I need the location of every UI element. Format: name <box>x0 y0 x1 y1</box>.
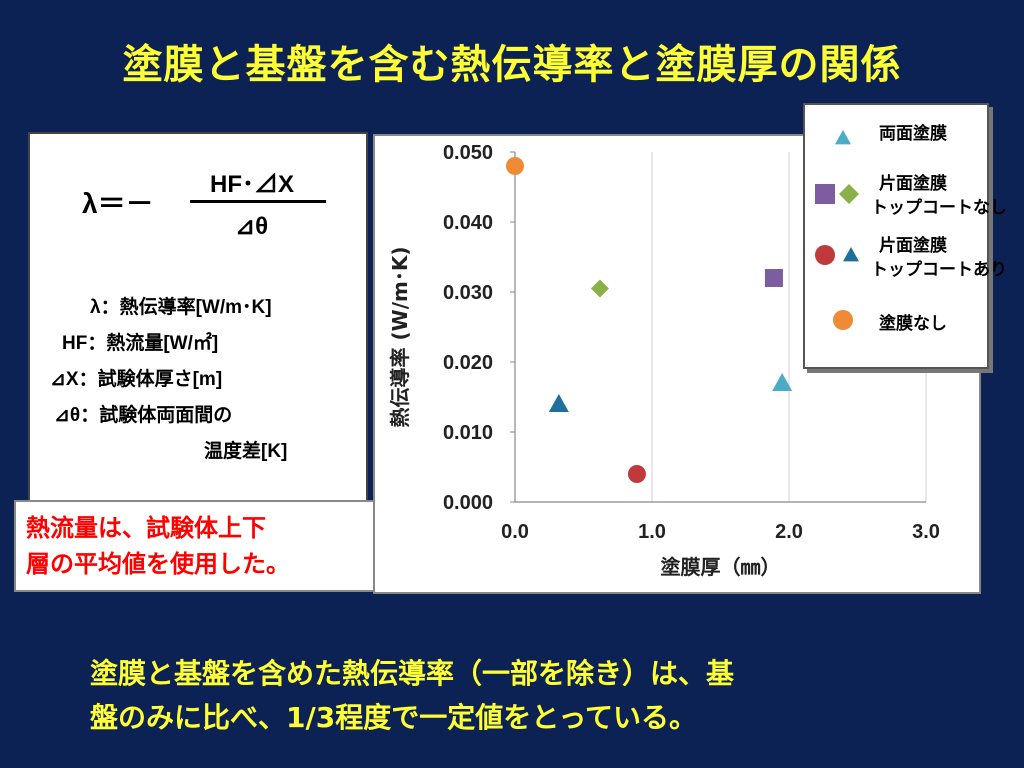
conclusion-line-1: 塗膜と基盤を含めた熱伝導率（一部を除き）は、基 <box>90 657 735 690</box>
conclusion-line-2: 盤のみに比べ、1/3程度で一定値をとっている。 <box>90 701 697 734</box>
definition-lambda: λ：熱伝導率[W/m･K] <box>90 297 272 318</box>
formula-numerator: HF･⊿X <box>210 171 294 198</box>
note-box: 熱流量は、試験体上下 層の平均値を使用した。 <box>14 500 384 592</box>
legend-label-both-coated: 両面塗膜 <box>879 124 947 144</box>
definition-dx: ⊿X：試験体厚さ[m] <box>50 369 223 390</box>
x-tick-label: 2.0 <box>775 521 803 543</box>
y-axis-label: 熱伝導率 (W/m･K) <box>388 247 412 428</box>
y-tick-label: 0.030 <box>443 282 493 304</box>
legend-marker-triangle <box>835 130 851 145</box>
x-tick-label: 0.0 <box>501 521 529 543</box>
legend-label-no-coating: 塗膜なし <box>879 314 947 334</box>
note-line-2: 層の平均値を使用した。 <box>26 550 290 578</box>
legend-label-single-no-topcoat-2: トップコートなし <box>871 198 1007 218</box>
conclusion-text: 塗膜と基盤を含めた熱伝導率（一部を除き）は、基 盤のみに比べ、1/3程度で一定値… <box>90 652 990 740</box>
legend-label-single-no-topcoat-1: 片面塗膜 <box>879 174 947 194</box>
y-tick-label: 0.050 <box>443 142 493 164</box>
y-tick-label: 0.020 <box>443 352 493 374</box>
definition-hf: HF：熱流量[W/㎡] <box>62 333 219 354</box>
definition-dtheta-cont: 温度差[K] <box>204 441 288 462</box>
legend-marker-circle <box>815 245 835 265</box>
slide-title: 塗膜と基盤を含む熱伝導率と塗膜厚の関係 <box>122 42 902 88</box>
y-tick-label: 0.040 <box>443 212 493 234</box>
data-point-circle <box>627 465 646 483</box>
legend-marker-diamond <box>839 184 859 204</box>
data-point-circle <box>506 157 524 175</box>
legend-marker-square <box>815 184 835 204</box>
legend-label-single-topcoat-1: 片面塗膜 <box>879 236 947 256</box>
fraction-line <box>190 200 326 203</box>
definition-dtheta: ⊿θ：試験体両面間の <box>54 405 233 426</box>
legend-marker-circle <box>833 310 853 330</box>
data-point-square <box>764 269 783 287</box>
y-tick-label: 0.000 <box>443 492 493 514</box>
legend-label-single-topcoat-2: トップコートあり <box>871 260 1007 280</box>
formula-lhs: λ＝－ <box>82 188 154 219</box>
formula-denominator: ⊿θ <box>235 213 269 240</box>
legend-marker-triangle <box>843 247 859 262</box>
y-tick-label: 0.010 <box>443 422 493 444</box>
scatter-chart: 0.0 1.0 2.0 3.0 0.000 0.010 0.020 0.030 0.040 0.0… <box>388 142 940 579</box>
definitions-list: λ：熱伝導率[W/m･K] HF：熱流量[W/㎡] ⊿X：試験体厚さ[m] ⊿θ… <box>48 290 287 470</box>
x-axis-label: 塗膜厚（㎜） <box>661 555 781 579</box>
x-tick-label: 3.0 <box>912 521 940 543</box>
x-tick-label: 1.0 <box>638 521 666 543</box>
note-line-1: 熱流量は、試験体上下 <box>26 514 266 542</box>
chart-legend: 両面塗膜 片面塗膜 トップコートなし 片面塗膜 トップコートあり 塗膜なし <box>803 103 1007 369</box>
data-point-triangle <box>548 394 569 412</box>
data-point-diamond <box>590 279 609 298</box>
data-point-triangle <box>772 373 793 391</box>
legend-markers <box>815 130 859 330</box>
